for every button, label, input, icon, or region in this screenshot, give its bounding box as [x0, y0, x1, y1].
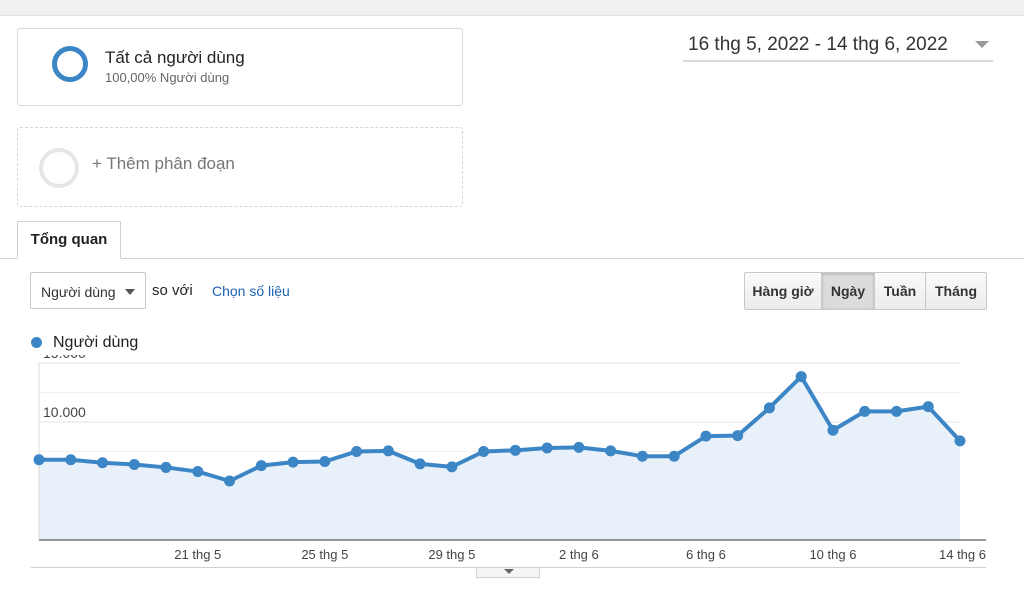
data-point [287, 456, 299, 468]
tab-divider [0, 258, 1024, 259]
data-point [922, 401, 934, 413]
x-tick-label: 25 thg 5 [301, 547, 348, 562]
x-tick-label: 21 thg 5 [174, 547, 221, 562]
segment-title: Tất cả người dùng [105, 48, 245, 67]
choose-metric-link[interactable]: Chọn số liệu [212, 283, 290, 299]
x-tick-label: 2 thg 6 [559, 547, 599, 562]
chevron-down-icon [975, 41, 989, 48]
data-point [97, 457, 109, 469]
data-point [890, 405, 902, 417]
chevron-down-icon [504, 569, 514, 574]
legend-dot-icon [31, 337, 42, 348]
data-point [509, 444, 521, 456]
data-point [573, 441, 585, 453]
data-point [33, 454, 45, 466]
x-tick-label: 6 thg 6 [686, 547, 726, 562]
data-point [128, 458, 140, 470]
data-point [224, 475, 236, 487]
x-tick-label: 10 thg 6 [809, 547, 856, 562]
date-range-picker[interactable]: 16 thg 5, 2022 - 14 thg 6, 2022 [683, 28, 993, 62]
data-point [255, 460, 267, 472]
data-point [446, 461, 458, 473]
add-segment[interactable]: + Thêm phân đoạn [17, 127, 463, 207]
data-point [763, 402, 775, 414]
data-point [605, 445, 617, 457]
date-range-label: 16 thg 5, 2022 - 14 thg 6, 2022 [688, 34, 948, 55]
data-point [795, 371, 807, 383]
data-point [319, 456, 331, 468]
dropdown-caret-icon [125, 289, 135, 295]
tab-overview[interactable]: Tổng quan [17, 221, 121, 259]
y-tick-label: 10.000 [43, 404, 86, 420]
empty-segment-ring-icon [39, 148, 79, 188]
data-point [65, 454, 77, 466]
data-point [478, 446, 490, 457]
data-point [636, 450, 648, 462]
top-strip [0, 0, 1024, 16]
week-button[interactable]: Tuần [874, 272, 926, 310]
month-button[interactable]: Tháng [925, 272, 987, 310]
data-point [414, 458, 426, 470]
metric-select[interactable]: Người dùng [30, 272, 146, 309]
x-tick-label: 29 thg 5 [428, 547, 475, 562]
metric-select-value: Người dùng [41, 284, 116, 300]
data-point [160, 461, 172, 473]
segment-ring-icon [52, 46, 88, 82]
hourly-button[interactable]: Hàng giờ [744, 272, 822, 310]
data-point [192, 466, 204, 478]
day-button[interactable]: Ngày [821, 272, 875, 310]
data-point [382, 445, 394, 457]
segment-subtitle: 100,00% Người dùng [105, 70, 230, 85]
chart-bottom-border [31, 567, 986, 568]
granularity-buttons: Hàng giờ Ngày Tuần Tháng [744, 272, 987, 310]
compare-text: so với [152, 282, 193, 299]
y-tick-label: 15.000 [43, 355, 86, 361]
legend-label: Người dùng [53, 334, 139, 351]
data-point [732, 430, 744, 442]
data-point [541, 442, 553, 454]
x-tick-label: 14 thg 6 [939, 547, 986, 562]
series-area [39, 376, 960, 540]
data-point [954, 435, 966, 447]
segment-all-users[interactable]: Tất cả người dùng 100,00% Người dùng [17, 28, 463, 106]
data-point [859, 405, 871, 417]
data-point [668, 450, 680, 462]
data-point [700, 430, 712, 442]
add-segment-label: + Thêm phân đoạn [92, 154, 235, 173]
collapse-chart-handle[interactable] [476, 568, 540, 578]
data-point [351, 446, 363, 457]
data-point [827, 424, 839, 436]
